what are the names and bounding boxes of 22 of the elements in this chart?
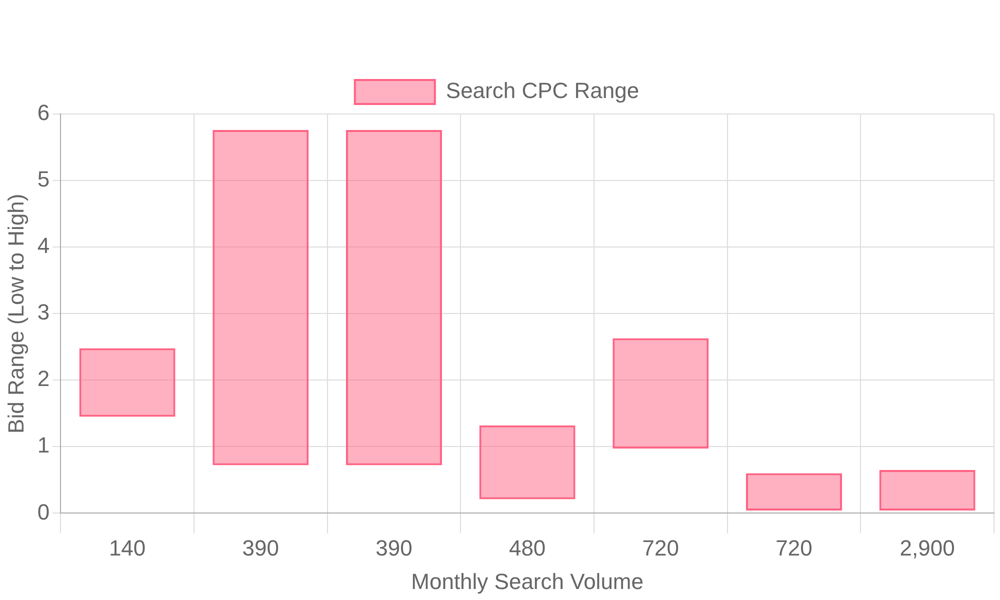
bar xyxy=(479,425,576,500)
y-tick-label: 1 xyxy=(37,432,50,458)
y-tick-label: 2 xyxy=(37,366,50,392)
x-tick-label: 390 xyxy=(242,535,279,560)
x-tick-label: 140 xyxy=(108,535,146,560)
x-axis-title: Monthly Search Volume xyxy=(411,568,644,594)
y-tick-label: 0 xyxy=(37,499,50,524)
y-tick-label: 3 xyxy=(37,300,50,325)
y-tick-label: 5 xyxy=(37,166,50,192)
legend-label: Search CPC Range xyxy=(446,78,640,104)
bar xyxy=(612,338,709,449)
y-axis-title: Bid Range (Low to High) xyxy=(3,194,28,434)
y-tick-label: 4 xyxy=(37,233,50,258)
bar xyxy=(79,348,176,417)
bar xyxy=(746,473,842,511)
x-tick-label: 480 xyxy=(508,535,546,560)
x-tick-label: 2,900 xyxy=(900,535,955,560)
x-tick-label: 720 xyxy=(776,535,812,560)
y-tick-label: 6 xyxy=(37,100,50,126)
x-tick-label: 390 xyxy=(376,535,412,560)
x-tick-label: 720 xyxy=(642,535,680,560)
bar xyxy=(879,470,976,511)
